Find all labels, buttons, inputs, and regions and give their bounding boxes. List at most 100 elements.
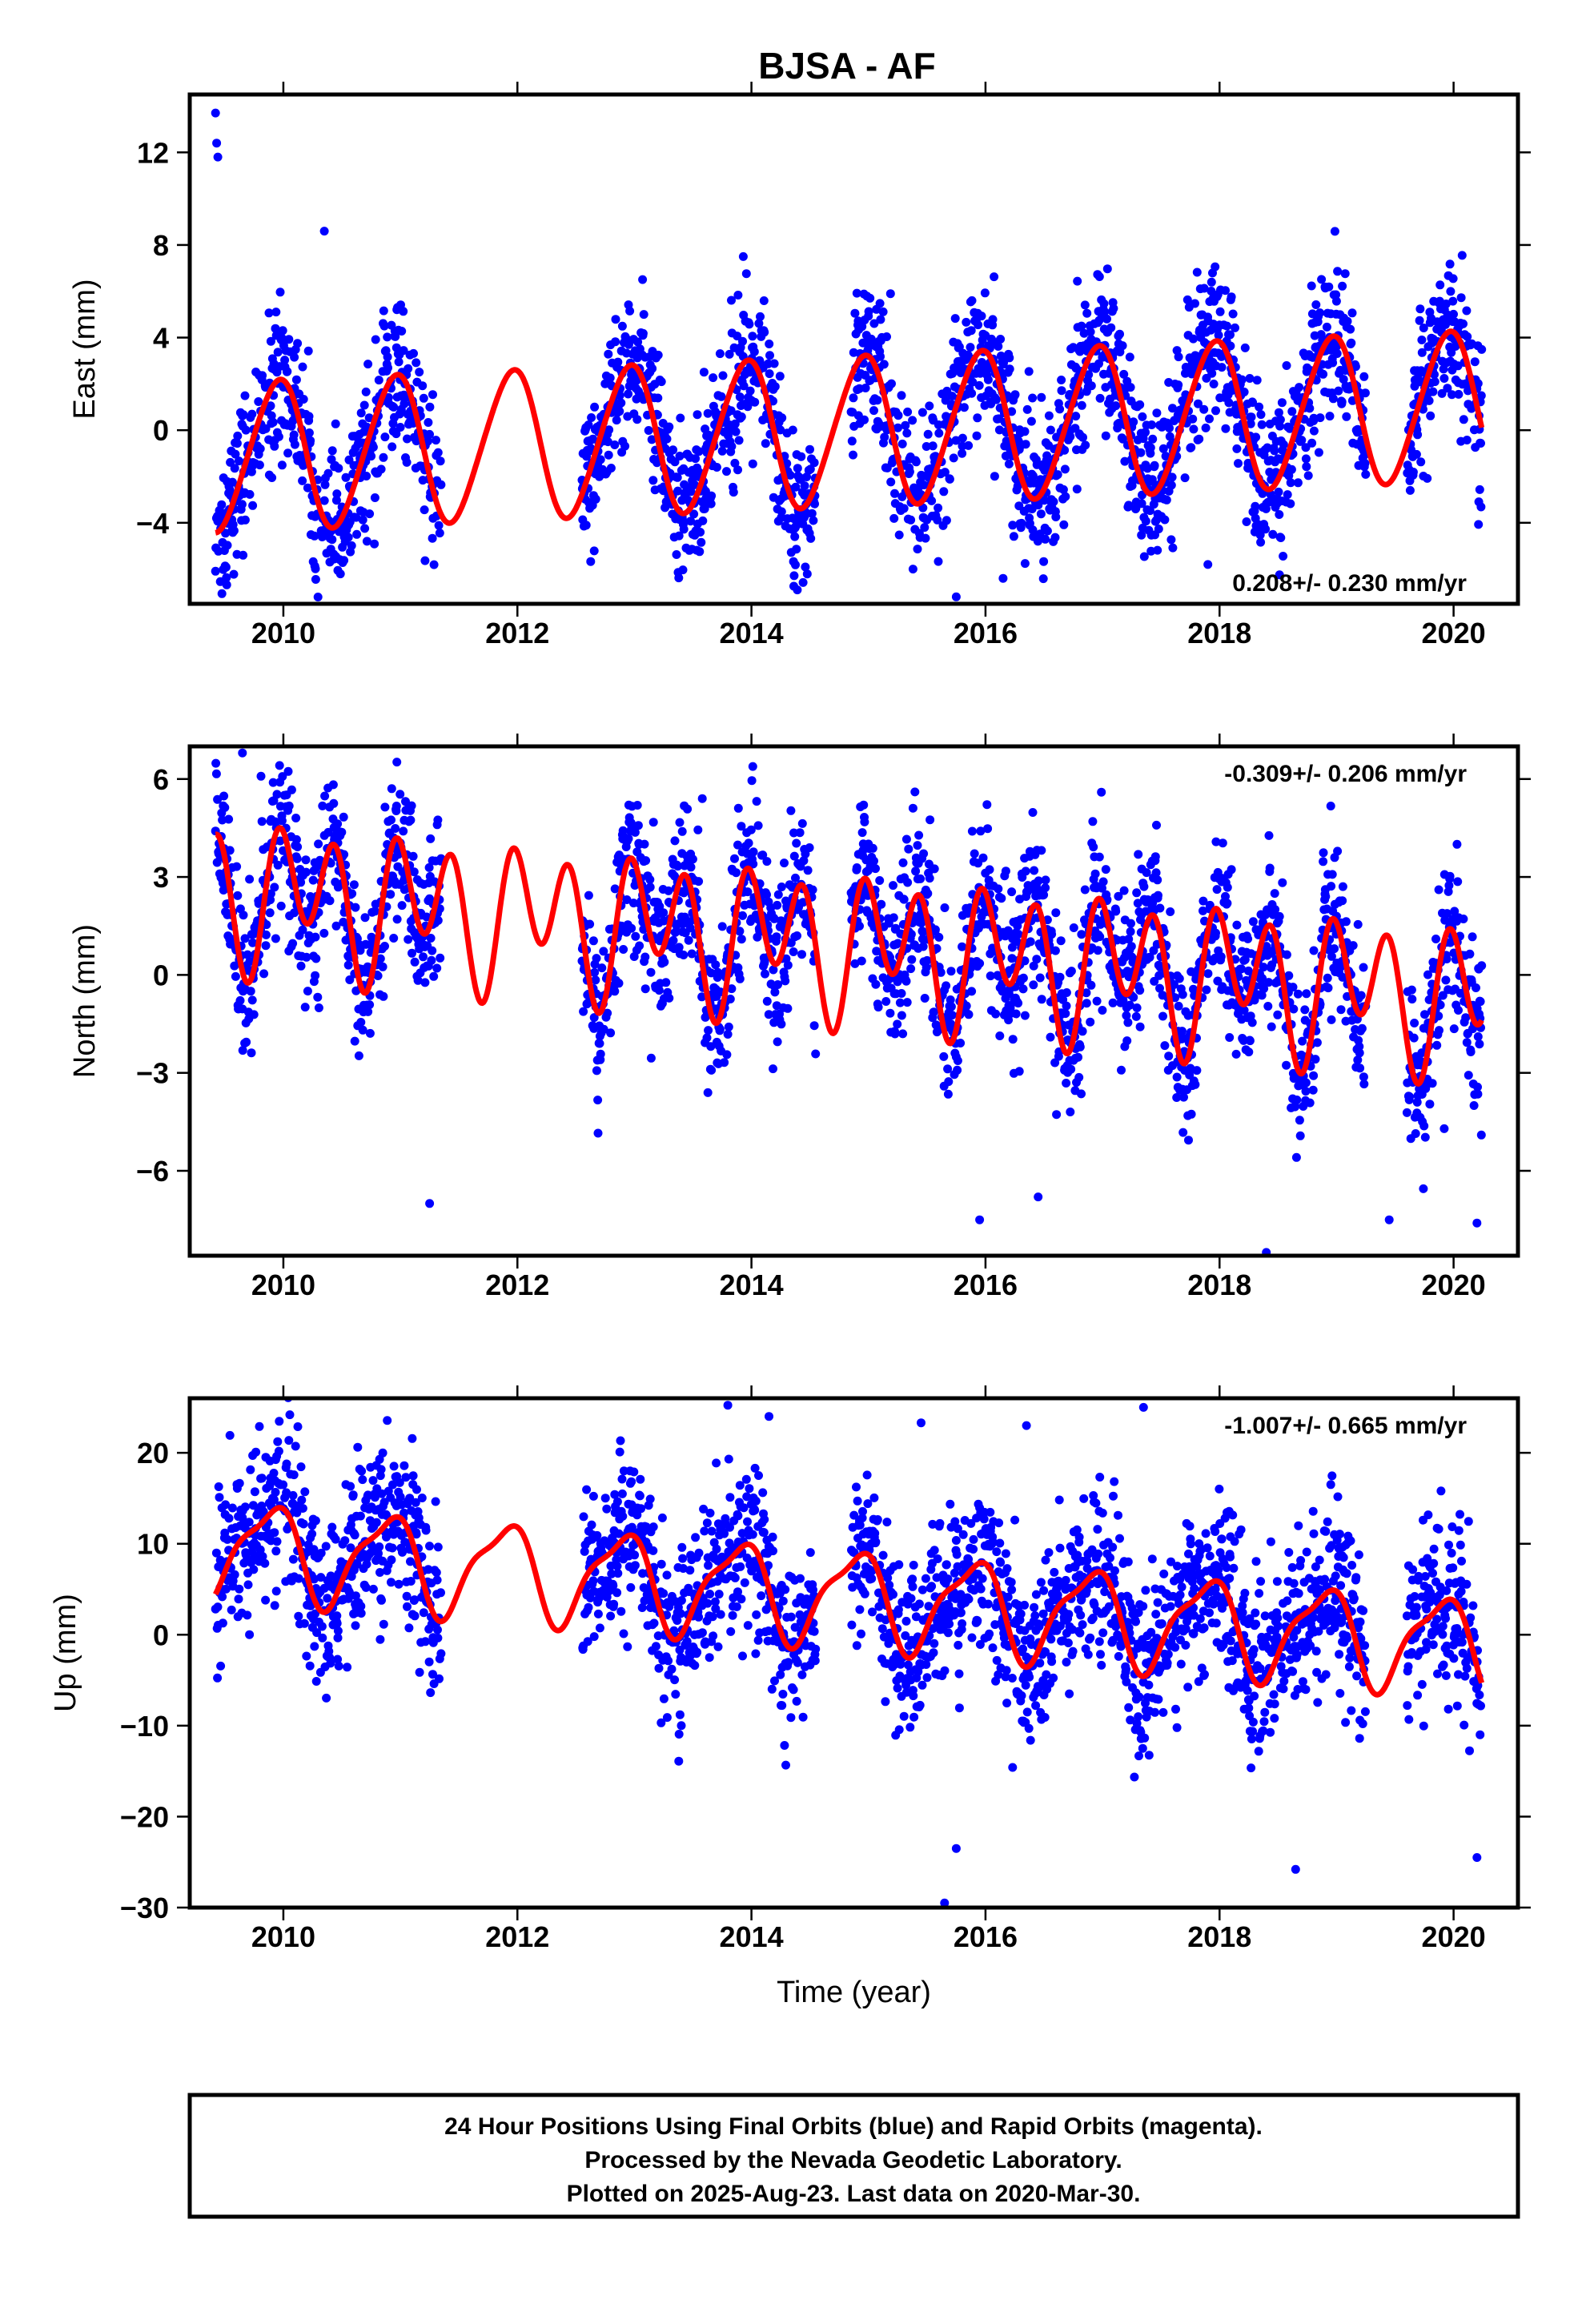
east-data-point bbox=[267, 473, 277, 482]
north-data-point bbox=[893, 939, 902, 948]
east-data-point bbox=[879, 360, 889, 369]
east-data-point bbox=[1333, 267, 1343, 276]
east-data-point bbox=[810, 499, 819, 509]
north-data-point bbox=[660, 957, 669, 967]
north-data-point bbox=[1441, 975, 1451, 985]
north-data-point bbox=[661, 978, 671, 987]
east-data-point bbox=[706, 499, 716, 509]
north-data-point bbox=[1094, 852, 1104, 862]
north-data-point bbox=[1295, 1116, 1304, 1125]
east-data-point bbox=[1476, 439, 1485, 448]
east-data-point bbox=[1302, 462, 1311, 472]
east-data-point bbox=[360, 524, 370, 533]
north-data-point bbox=[1407, 985, 1416, 995]
north-data-point bbox=[1282, 950, 1291, 959]
east-data-point bbox=[809, 516, 818, 525]
north-data-point bbox=[943, 1089, 953, 1099]
east-data-point bbox=[917, 408, 927, 417]
north-data-point bbox=[320, 791, 330, 801]
east-data-point bbox=[1459, 415, 1468, 424]
north-data-point bbox=[1126, 942, 1136, 951]
east-data-point bbox=[313, 593, 323, 601]
north-data-point bbox=[1264, 978, 1274, 987]
north-data-point bbox=[635, 941, 644, 951]
north-data-point bbox=[664, 886, 673, 895]
east-data-point bbox=[947, 392, 957, 401]
east-data-point bbox=[1160, 515, 1170, 525]
east-data-point bbox=[722, 467, 731, 476]
east-data-point bbox=[1311, 300, 1321, 309]
east-data-point bbox=[222, 573, 231, 582]
north-data-point bbox=[235, 995, 245, 1005]
north-data-point bbox=[1126, 927, 1135, 936]
north-data-point bbox=[313, 992, 323, 1002]
east-data-point bbox=[911, 457, 921, 467]
east-data-point bbox=[230, 464, 239, 473]
east-data-point bbox=[765, 369, 774, 379]
east-data-point bbox=[1194, 399, 1203, 408]
east-data-point bbox=[990, 472, 999, 481]
east-data-point bbox=[1038, 574, 1048, 584]
east-data-point bbox=[420, 505, 429, 515]
north-data-point bbox=[1227, 865, 1236, 875]
north-data-point bbox=[1174, 1001, 1183, 1011]
north-data-point bbox=[1338, 882, 1347, 891]
north-data-point bbox=[904, 844, 913, 854]
east-data-point bbox=[1124, 501, 1134, 510]
east-data-point bbox=[727, 441, 737, 451]
north-data-point bbox=[762, 857, 772, 866]
east-rate-annotation: 0.208+/- 0.230 mm/yr bbox=[1232, 570, 1467, 597]
east-data-point bbox=[1195, 434, 1204, 444]
north-data-point bbox=[1032, 955, 1042, 964]
east-data-point bbox=[335, 569, 345, 579]
north-data-point bbox=[873, 1003, 883, 1012]
north-data-point bbox=[1092, 996, 1102, 1006]
north-data-point bbox=[953, 1065, 962, 1075]
east-data-point bbox=[1058, 485, 1068, 494]
y-tick-label: 12 bbox=[137, 136, 169, 169]
north-data-point bbox=[944, 1077, 954, 1087]
chart-title: BJSA - AF bbox=[758, 45, 936, 86]
east-data-point bbox=[1448, 274, 1458, 283]
east-data-point bbox=[364, 413, 374, 423]
east-data-point bbox=[432, 436, 440, 445]
east-data-point bbox=[776, 425, 785, 435]
east-data-point bbox=[847, 436, 857, 446]
north-data-point bbox=[1232, 920, 1242, 930]
north-data-point bbox=[408, 851, 418, 861]
north-data-point bbox=[1321, 892, 1331, 901]
east-data-point bbox=[277, 460, 287, 470]
east-data-point bbox=[603, 437, 612, 447]
east-data-point bbox=[1188, 414, 1198, 424]
east-data-point bbox=[1046, 425, 1055, 435]
north-data-point bbox=[257, 817, 267, 826]
east-data-point bbox=[865, 293, 875, 303]
up-data-point bbox=[294, 1574, 303, 1583]
north-data-point bbox=[1336, 1005, 1346, 1015]
east-data-point bbox=[793, 585, 802, 595]
east-data-point bbox=[587, 413, 596, 422]
east-data-point bbox=[1346, 324, 1355, 334]
up-data-point bbox=[274, 1446, 283, 1456]
east-data-point bbox=[1474, 520, 1484, 529]
north-data-point bbox=[897, 1011, 906, 1020]
north-data-point bbox=[239, 911, 248, 920]
north-data-point bbox=[1090, 869, 1100, 879]
east-data-point bbox=[792, 545, 801, 554]
north-data-point bbox=[902, 998, 912, 1007]
north-data-point bbox=[997, 894, 1006, 903]
up-data-point bbox=[269, 1495, 279, 1505]
east-data-point bbox=[1301, 443, 1311, 452]
north-data-point bbox=[737, 935, 746, 944]
north-data-point bbox=[1476, 997, 1485, 1007]
north-data-point bbox=[276, 901, 286, 911]
north-data-point bbox=[358, 1025, 367, 1035]
east-data-point bbox=[1239, 388, 1249, 396]
east-data-point bbox=[873, 396, 882, 405]
north-data-point bbox=[1473, 1089, 1483, 1099]
up-data-point bbox=[230, 1570, 239, 1579]
north-outlier-point bbox=[1034, 1192, 1043, 1202]
east-data-point bbox=[1136, 448, 1146, 457]
north-data-point bbox=[1476, 1130, 1486, 1140]
